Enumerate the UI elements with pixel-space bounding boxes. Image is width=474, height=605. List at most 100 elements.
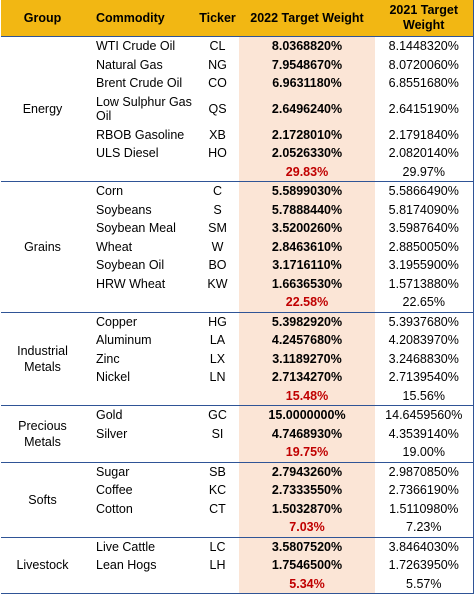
commodity-cell: Wheat (96, 239, 133, 254)
ticker-cell: XB (209, 127, 226, 142)
header-commodity: Commodity (84, 0, 196, 37)
weight-2022-cell: 8.0368820% (239, 36, 375, 56)
ticker-cell: NG (208, 57, 227, 72)
weight-2022-cell: 4.7468930% (239, 424, 375, 443)
commodity-cell: Cotton (96, 501, 133, 516)
weight-2022-cell: 1.6636530% (239, 274, 375, 293)
group-label: Energy (1, 36, 84, 182)
commodity-cell: ULS Diesel (96, 146, 159, 161)
ticker-cell: LH (209, 558, 226, 573)
weight-2022-cell: 2.0526330% (239, 144, 375, 163)
weight-2021-cell: 1.7263950% (388, 558, 459, 573)
weight-2021-cell: 2.1791840% (388, 127, 459, 142)
group-label: Industrial Metals (1, 312, 84, 406)
weight-2021-cell: 5.5866490% (388, 184, 459, 199)
empty-cell (196, 162, 239, 182)
empty-cell (84, 574, 196, 594)
group-total-2021: 19.00% (375, 443, 473, 463)
ticker-cell: C (212, 184, 223, 199)
ticker-cell: CO (208, 76, 227, 91)
weight-2021-cell: 1.5110980% (389, 501, 459, 516)
weight-2022-cell: 2.8463610% (239, 237, 375, 256)
table-row: Cotton CT 1.5032870% 1.5110980% (1, 499, 473, 518)
commodity-cell: Corn (96, 184, 124, 199)
header-group: Group (1, 0, 84, 37)
group-total-row: 15.48% 15.56% (1, 386, 473, 406)
weight-2021-cell: 2.8850050% (388, 239, 459, 254)
ticker-cell: QS (208, 102, 227, 116)
weight-2021-cell: 14.6459560% (385, 408, 463, 423)
ticker-cell: HG (208, 314, 227, 329)
weight-2021-cell: 6.8551680% (388, 76, 459, 91)
group-total-row: 22.58% 22.65% (1, 293, 473, 313)
weight-2021-cell: 5.8174090% (388, 202, 459, 217)
commodity-cell: Low Sulphur Gas Oil (96, 95, 192, 123)
group-total-2021: 7.23% (375, 518, 473, 538)
weight-2022-cell: 3.5200260% (239, 219, 375, 238)
weight-2022-cell: 2.7333550% (239, 481, 375, 500)
empty-cell (196, 386, 239, 406)
ticker-cell: SM (208, 221, 227, 236)
weight-2021-cell: 2.6415190% (388, 102, 459, 116)
ticker-cell: CL (209, 39, 226, 54)
weight-2022-cell: 2.7943260% (239, 462, 375, 481)
group-total-2021: 5.57% (375, 574, 473, 594)
weight-2021-cell: 8.0720060% (388, 57, 459, 72)
empty-cell (196, 293, 239, 313)
table-row: Precious Metals Gold GC 15.0000000% 14.64595… (1, 405, 473, 463)
ticker-cell: CT (209, 501, 226, 516)
commodity-cell: Silver (96, 426, 128, 441)
weight-2021-cell: 1.5713880% (388, 276, 459, 291)
table-row: Lean Hogs LH 1.7546500% 1.7263950% (1, 556, 473, 575)
weight-2022-cell: 5.5899030% (239, 181, 375, 201)
ticker-cell: KC (208, 483, 227, 498)
empty-cell (196, 443, 239, 463)
group-label: Precious Metals (1, 405, 84, 463)
table-row: Wheat W 2.8463610% 2.8850050% (1, 237, 473, 256)
ticker-cell: LA (209, 333, 226, 348)
table-row: Soybeans S 5.7888440% 5.8174090% (1, 200, 473, 219)
commodity-cell: Soybean Oil (96, 258, 165, 273)
empty-cell (84, 386, 196, 406)
commodity-cell: WTI Crude Oil (96, 39, 176, 54)
group-total-row: 19.75% 19.00% (1, 443, 473, 463)
ticker-cell: LN (209, 370, 226, 385)
ticker-cell: W (211, 239, 224, 254)
commodity-cell: Sugar (96, 464, 130, 479)
ticker-cell: KW (207, 276, 228, 291)
group-total-2022: 29.83% (239, 162, 375, 182)
commodity-cell: HRW Wheat (96, 276, 166, 291)
group-total-2022: 5.34% (239, 574, 375, 594)
weight-2021-cell: 8.1448320% (388, 39, 459, 54)
weight-2021-cell: 2.7366190% (388, 483, 459, 498)
weight-2021-cell: 4.3539140% (388, 426, 459, 441)
table-row: Industrial Metals Copper HG 5.3982920% 5.393… (1, 312, 473, 406)
commodity-cell: Coffee (96, 483, 133, 498)
commodity-cell: Nickel (96, 370, 131, 385)
group-total-2021: 15.56% (375, 386, 473, 406)
table-row: Nickel LN 2.7134270% 2.7139540% (1, 368, 473, 387)
commodity-weights-table: Group Commodity Ticker 2022 Target Weigh… (1, 0, 474, 594)
weight-2022-cell: 15.0000000% (239, 405, 375, 425)
group-total-row: 7.03% 7.23% (1, 518, 473, 538)
group-label: Softs (1, 462, 84, 538)
ticker-cell: SB (209, 464, 226, 479)
ticker-cell: BO (208, 258, 227, 273)
header-row: Group Commodity Ticker 2022 Target Weigh… (1, 0, 473, 37)
weight-2021-cell: 3.5987640% (388, 221, 459, 236)
weight-2022-cell: 3.1189270% (239, 349, 375, 368)
table-row: Zinc LX 3.1189270% 3.2468830% (1, 349, 473, 368)
weight-2022-cell: 2.6496240% (239, 92, 375, 126)
commodity-cell: Soybeans (96, 202, 152, 217)
header-weight-2021: 2021 Target Weight (375, 0, 473, 37)
weight-2022-cell: 3.5807520% (239, 537, 375, 556)
weight-2021-cell: 4.2083970% (388, 333, 459, 348)
weight-2021-cell: 5.3937680% (388, 314, 459, 329)
weight-2022-cell: 5.7888440% (239, 200, 375, 219)
header-weight-2022: 2022 Target Weight (239, 0, 375, 37)
weight-2022-cell: 7.9548670% (239, 55, 375, 74)
commodity-cell: Aluminum (96, 333, 152, 348)
table-row: Softs Sugar SB 2.7943260% 2.9870850% (1, 462, 473, 538)
commodity-cell: Live Cattle (96, 539, 156, 554)
weight-2022-cell: 6.9631180% (239, 74, 375, 93)
